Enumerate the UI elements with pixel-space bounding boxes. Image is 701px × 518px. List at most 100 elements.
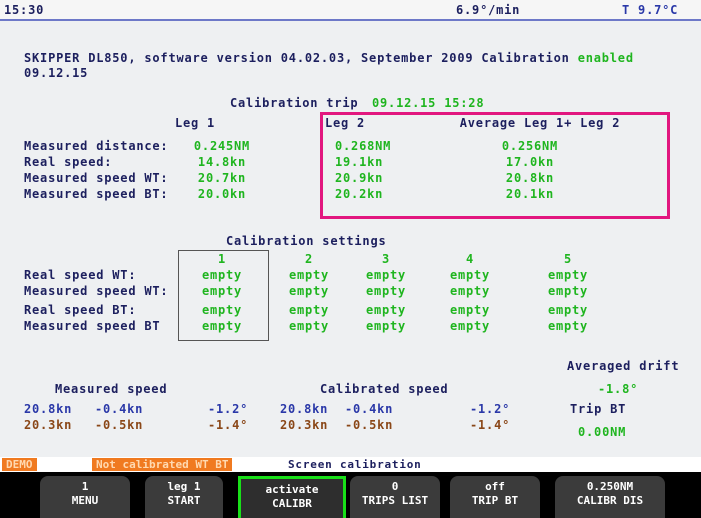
- settings-value: empty: [365, 268, 407, 282]
- softkey-label: START: [167, 494, 201, 507]
- measured-title: Measured speed: [55, 382, 168, 396]
- softkey-label: CALIBR: [272, 497, 312, 510]
- drift-value: -0.5kn: [95, 418, 144, 432]
- softkey[interactable]: leg 1 START: [145, 476, 223, 518]
- trip-value: 17.0kn: [505, 155, 555, 169]
- settings-column: 2: [304, 252, 314, 266]
- settings-column: 4: [465, 252, 475, 266]
- softkey[interactable]: activate CALIBR: [238, 476, 346, 518]
- averaged-title: Averaged drift: [567, 359, 680, 373]
- highlight-box: [320, 112, 670, 219]
- trip-value: 20.8kn: [505, 171, 555, 185]
- info-line: SKIPPER DL850, software version 04.02.03…: [24, 51, 570, 65]
- trip-value: 20.7kn: [197, 171, 247, 185]
- settings-value: empty: [288, 268, 330, 282]
- drift-value: -1.2°: [470, 402, 511, 416]
- drift-value: -1.4°: [208, 418, 249, 432]
- trip-value: 14.8kn: [197, 155, 247, 169]
- settings-value: empty: [449, 268, 491, 282]
- trip-label: Measured speed WT:: [24, 171, 169, 185]
- settings-value: empty: [288, 319, 330, 333]
- drift-value: -0.5kn: [345, 418, 394, 432]
- settings-label: Real speed BT:: [24, 303, 137, 317]
- settings-column: 5: [563, 252, 573, 266]
- column-box: [178, 250, 269, 341]
- softkey-label: TRIP BT: [471, 494, 519, 507]
- trip-value: 0.256NM: [501, 139, 559, 153]
- softkey-label: TRIPS LIST: [361, 494, 429, 507]
- softkey[interactable]: 0 TRIPS LIST: [350, 476, 440, 518]
- settings-value: empty: [547, 284, 589, 298]
- settings-value: empty: [201, 284, 243, 298]
- settings-label: Real speed WT:: [24, 268, 137, 282]
- drift-value: 20.8kn: [280, 402, 329, 416]
- settings-value: empty: [365, 319, 407, 333]
- time: 15:30: [4, 3, 45, 17]
- settings-value: empty: [201, 268, 243, 282]
- temperature: T 9.7°C: [622, 3, 679, 17]
- trip-label: Measured distance:: [24, 139, 169, 153]
- settings-value: empty: [288, 303, 330, 317]
- settings-value: empty: [449, 284, 491, 298]
- settings-value: empty: [201, 319, 243, 333]
- trip-value: 19.1kn: [335, 155, 384, 169]
- trip-title: Calibration trip: [230, 96, 359, 110]
- drift-value: -0.4kn: [95, 402, 144, 416]
- trip-column: Average Leg 1+ Leg 2: [459, 116, 621, 130]
- trip-value: 20.1kn: [505, 187, 555, 201]
- settings-value: empty: [365, 303, 407, 317]
- settings-title: Calibration settings: [226, 234, 387, 248]
- averaged-value: -1.8°: [598, 382, 639, 396]
- softkey-label: MENU: [71, 494, 99, 507]
- drift-value: 20.8kn: [24, 402, 73, 416]
- mode-tag: DEMO: [2, 458, 37, 471]
- trip-value: 20.0kn: [197, 187, 247, 201]
- trip-value: 20.2kn: [335, 187, 384, 201]
- settings-value: empty: [365, 284, 407, 298]
- trip-column: Leg 2: [324, 116, 366, 130]
- trip-label: Real speed:: [24, 155, 113, 169]
- trip-value: 0.245NM: [193, 139, 251, 153]
- drift-value: 20.3kn: [280, 418, 329, 432]
- drift-value: -1.2°: [208, 402, 249, 416]
- softkey-label: 0: [391, 480, 399, 493]
- settings-column: 1: [217, 252, 227, 266]
- info-date: 09.12.15: [24, 66, 89, 80]
- settings-value: empty: [547, 303, 589, 317]
- softkey[interactable]: 0.250NM CALIBR DIS: [555, 476, 665, 518]
- softkey[interactable]: 1 MENU: [40, 476, 130, 518]
- settings-label: Measured speed WT:: [24, 284, 169, 298]
- trip-column: Leg 1: [174, 116, 216, 130]
- settings-value: empty: [449, 319, 491, 333]
- warning-tag: Not calibrated WT BT: [92, 458, 233, 471]
- settings-value: empty: [547, 268, 589, 282]
- settings-label: Measured speed BT: [24, 319, 161, 333]
- calibrated-title: Calibrated speed: [320, 382, 449, 396]
- trip-value: 20.9kn: [335, 171, 384, 185]
- settings-value: empty: [201, 303, 243, 317]
- softkey-label: CALIBR DIS: [576, 494, 644, 507]
- trip-bt-title: Trip BT: [570, 402, 627, 416]
- softkey-label: 1: [81, 480, 89, 493]
- softkey-label: activate: [265, 483, 319, 496]
- settings-value: empty: [288, 284, 330, 298]
- drift-value: -0.4kn: [345, 402, 394, 416]
- softkey[interactable]: off TRIP BT: [450, 476, 540, 518]
- trip-value: 0.268NM: [335, 139, 392, 153]
- trip-bt-value: 0.00NM: [578, 425, 627, 439]
- softkey-label: off: [485, 480, 505, 493]
- settings-value: empty: [547, 319, 589, 333]
- softkey-label: leg 1: [167, 480, 201, 493]
- trip-datetime: 09.12.15 15:28: [372, 96, 485, 110]
- settings-column: 3: [381, 252, 391, 266]
- settings-value: empty: [449, 303, 491, 317]
- drift-value: -1.4°: [470, 418, 511, 432]
- top-bar: [0, 0, 701, 21]
- softkey-label: 0.250NM: [586, 480, 634, 493]
- drift-value: 20.3kn: [24, 418, 73, 432]
- rate: 6.9°/min: [456, 3, 521, 17]
- trip-label: Measured speed BT:: [24, 187, 169, 201]
- screen-name: Screen calibration: [288, 458, 422, 471]
